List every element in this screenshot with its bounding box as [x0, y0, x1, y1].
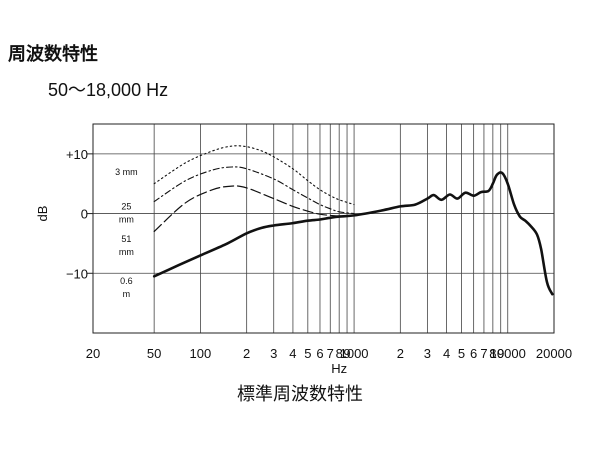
- x-tick-label: 7: [327, 346, 334, 361]
- series-line-51-mm: [153, 185, 355, 233]
- y-tick-label: −10: [66, 266, 88, 281]
- x-tick-label: 9: [343, 346, 350, 361]
- x-tick-label: 8: [336, 346, 343, 361]
- series-annotation-label: 0.6: [120, 276, 133, 286]
- x-tick-label: 50: [147, 346, 161, 361]
- x-tick-label: 8: [489, 346, 496, 361]
- y-axis-label: dB: [35, 206, 50, 222]
- series-line-3-mm: [153, 145, 355, 206]
- x-tick-label: 3: [270, 346, 277, 361]
- plot-frame: [92, 123, 555, 334]
- x-tick-label: 6: [470, 346, 477, 361]
- page-title: 周波数特性: [8, 44, 98, 65]
- x-tick-label: 5: [458, 346, 465, 361]
- x-tick-label: 20000: [536, 346, 572, 361]
- x-tick-label: 7: [480, 346, 487, 361]
- x-axis-label: Hz: [331, 361, 347, 376]
- x-tick-label: 3: [424, 346, 431, 361]
- y-tick-label: 0: [81, 207, 88, 222]
- series-annotation-label: mm: [119, 215, 134, 225]
- chart-series: [152, 145, 554, 296]
- frequency-range-subtitle: 50～18,000 Hz: [48, 80, 169, 100]
- x-tick-label: 100: [190, 346, 212, 361]
- x-tick-label: 2: [397, 346, 404, 361]
- x-tick-label: 20: [86, 346, 100, 361]
- x-tick-label: 4: [289, 346, 296, 361]
- chart-grid: [87, 124, 554, 333]
- y-tick-label: +10: [66, 147, 88, 162]
- series-line-25-mm: [153, 166, 355, 215]
- series-line-0-6-m: [152, 171, 554, 296]
- x-tick-label: 9: [497, 346, 504, 361]
- chart-caption: 標準周波数特性: [237, 384, 363, 405]
- x-tick-label: 2: [243, 346, 250, 361]
- series-annotation-label: mm: [119, 247, 134, 257]
- series-annotation-label: 25: [121, 201, 131, 211]
- x-tick-label: 6: [316, 346, 323, 361]
- series-annotation-label: 3 mm: [115, 167, 138, 177]
- x-tick-label: 10000: [490, 346, 526, 361]
- series-annotation-label: m: [123, 289, 131, 299]
- series-annotation-label: 51: [121, 234, 131, 244]
- x-tick-label: 1000: [340, 346, 369, 361]
- x-tick-label: 5: [304, 346, 311, 361]
- x-tick-label: 4: [443, 346, 450, 361]
